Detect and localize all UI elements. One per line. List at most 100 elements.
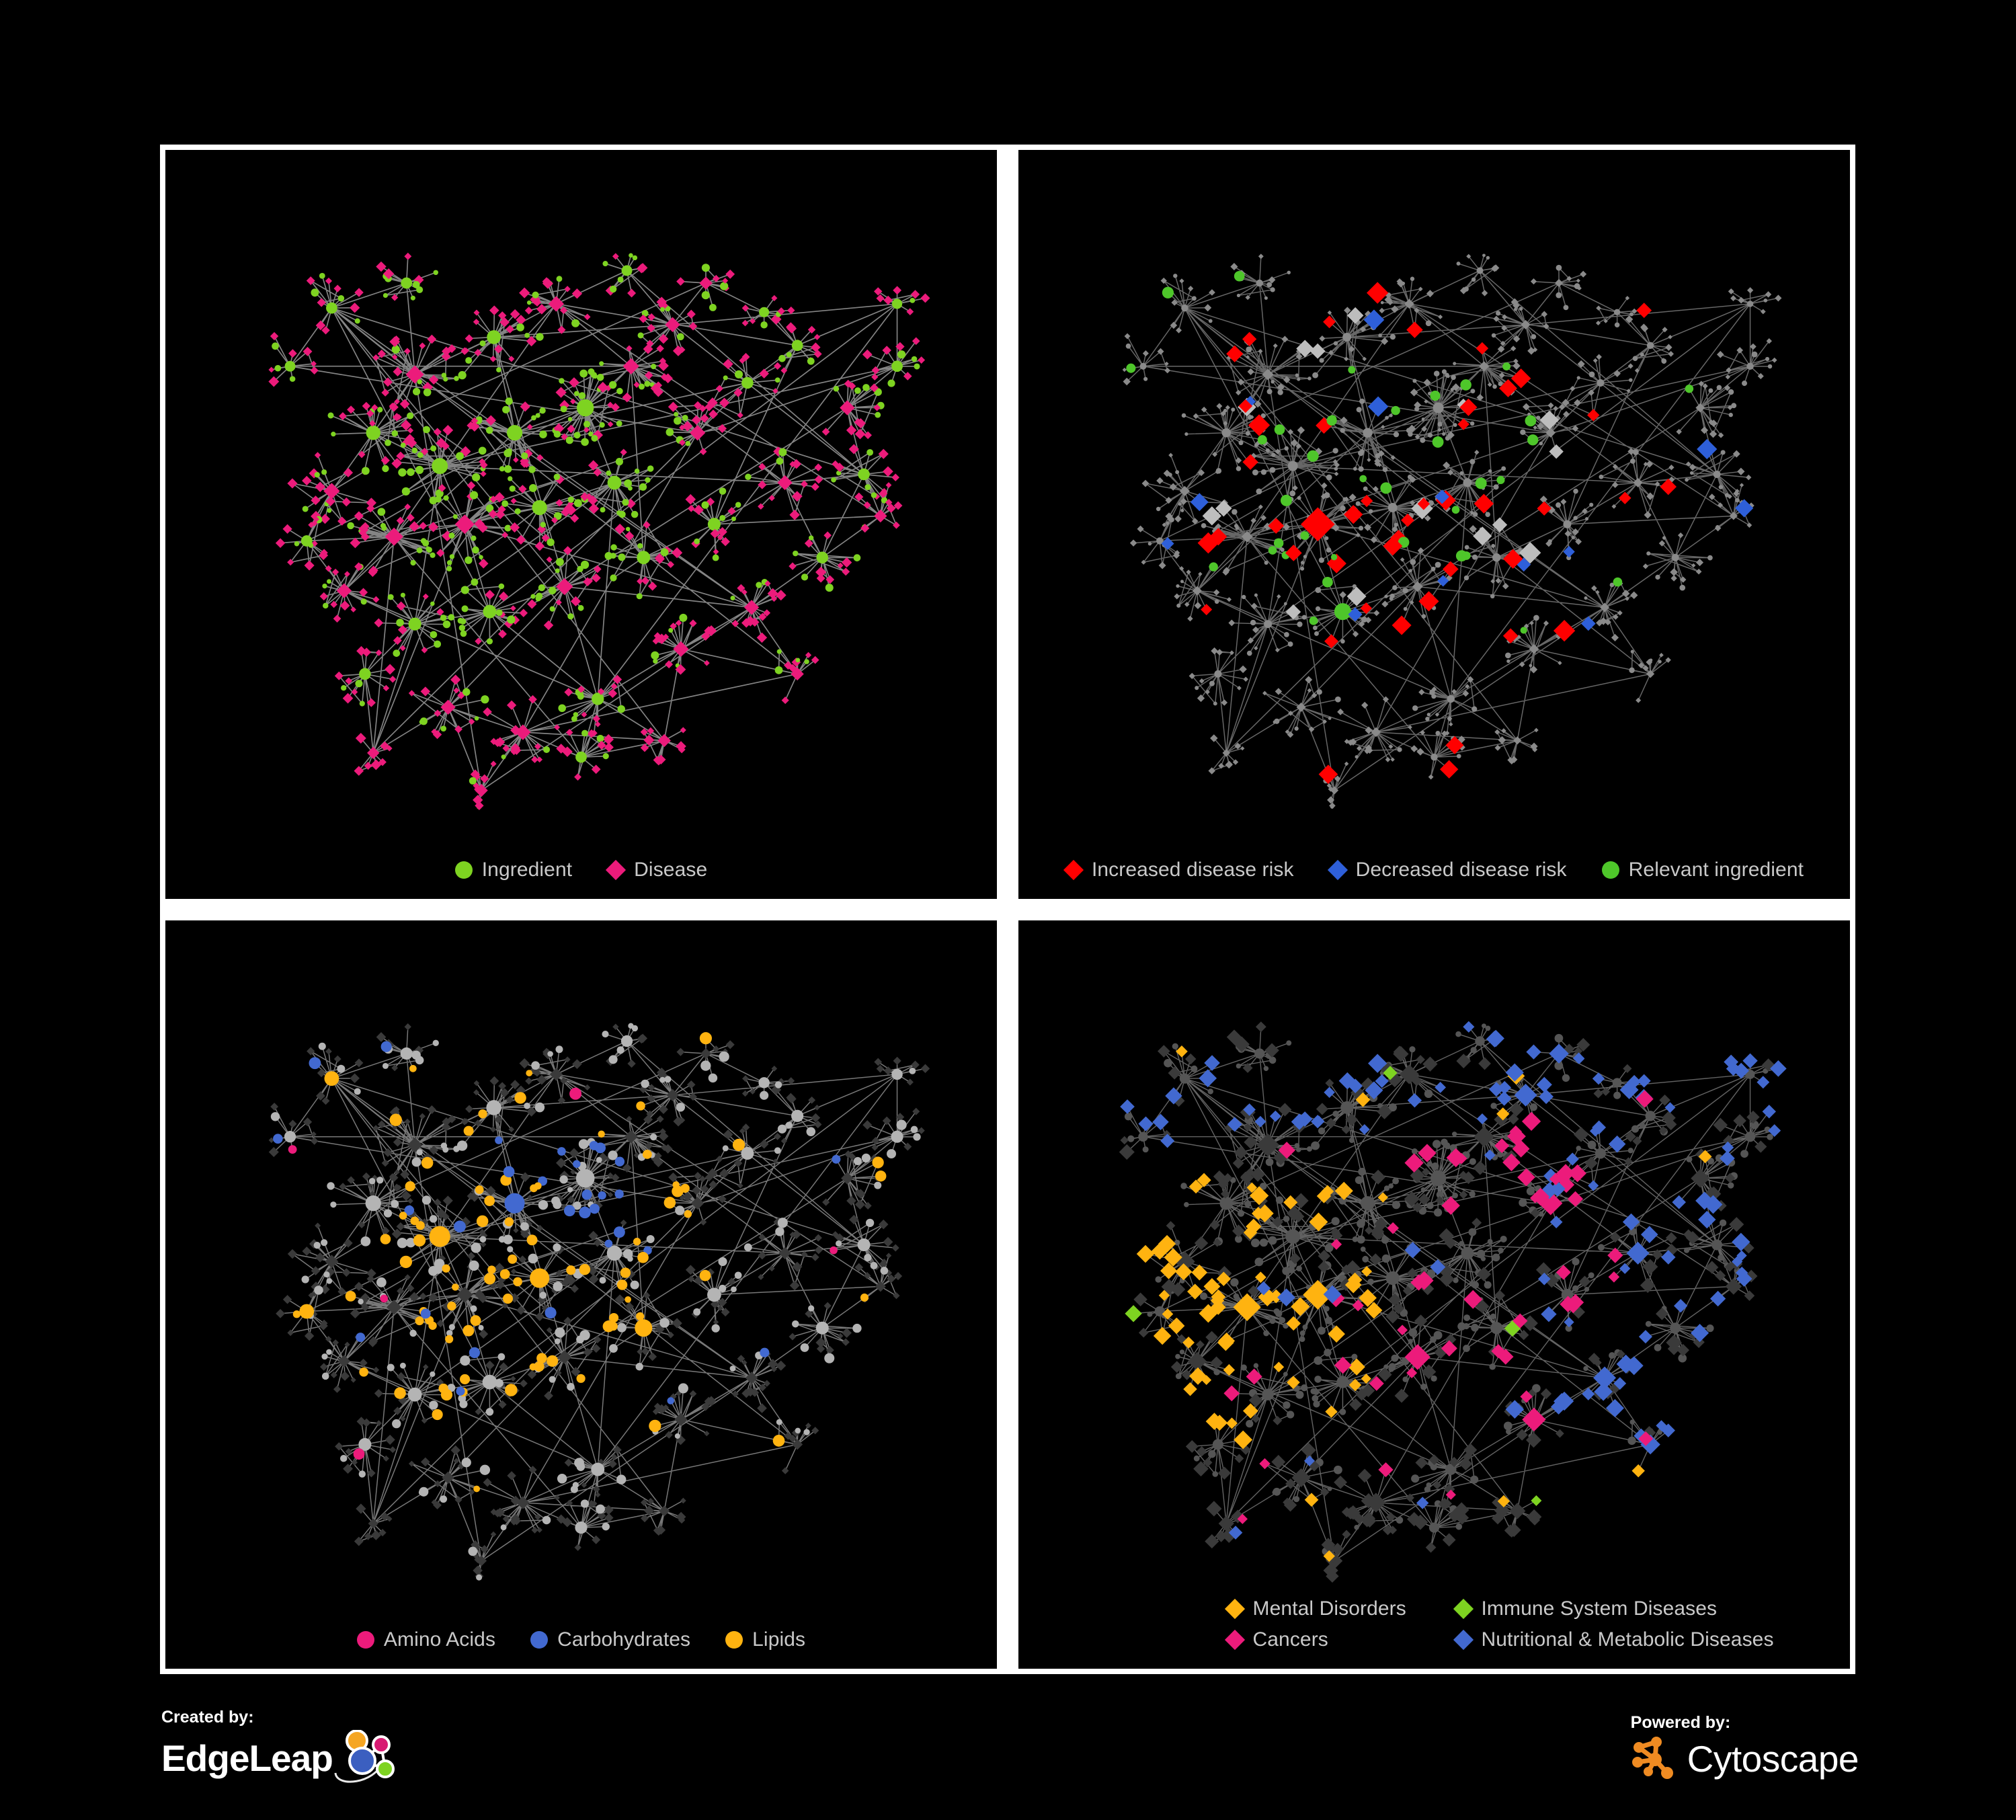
network-node-disease[interactable] (287, 1249, 298, 1259)
network-node-ingredient[interactable] (1147, 1311, 1153, 1317)
network-node-ingredient[interactable] (354, 1087, 361, 1095)
network-node-ingredient[interactable] (592, 374, 598, 379)
network-node-disease[interactable] (1521, 1111, 1541, 1131)
network-node-disease[interactable] (1179, 278, 1184, 284)
network-node-disease[interactable] (648, 1352, 657, 1361)
network-node-disease[interactable] (1412, 1201, 1423, 1212)
network-node-disease[interactable] (874, 509, 887, 523)
network-node-ingredient[interactable] (476, 1215, 489, 1227)
network-node-disease[interactable] (1268, 276, 1276, 284)
network-node-disease[interactable] (325, 1047, 332, 1055)
network-node-ingredient[interactable] (360, 1236, 371, 1247)
network-node-ingredient[interactable] (1312, 625, 1318, 631)
network-node-ingredient[interactable] (825, 584, 834, 592)
network-node-disease[interactable] (1622, 1213, 1640, 1230)
network-node-disease[interactable] (1501, 728, 1506, 734)
network-node-ingredient[interactable] (836, 1240, 842, 1247)
network-node-ingredient[interactable] (1234, 270, 1245, 282)
network-node-disease[interactable] (1183, 1382, 1197, 1396)
network-node-ingredient[interactable] (1284, 446, 1289, 451)
network-node-ingredient[interactable] (397, 1237, 408, 1248)
network-node-ingredient[interactable] (360, 598, 367, 605)
network-node-ingredient[interactable] (1441, 369, 1447, 374)
network-node-disease[interactable] (310, 366, 319, 374)
network-node-ingredient[interactable] (1563, 520, 1572, 528)
network-node-disease[interactable] (1440, 760, 1459, 779)
network-node-disease[interactable] (1447, 715, 1453, 722)
network-node-ingredient[interactable] (1430, 566, 1436, 571)
network-node-disease[interactable] (1431, 686, 1437, 693)
network-node-ingredient[interactable] (1294, 726, 1299, 731)
network-node-ingredient[interactable] (1678, 1353, 1687, 1362)
network-node-ingredient[interactable] (617, 1322, 627, 1333)
network-node-ingredient[interactable] (1269, 1317, 1276, 1324)
network-node-disease[interactable] (1592, 358, 1598, 363)
network-node-ingredient[interactable] (411, 447, 418, 454)
network-node-disease[interactable] (1501, 325, 1508, 331)
network-node-ingredient[interactable] (1468, 1228, 1477, 1236)
network-node-ingredient[interactable] (791, 340, 803, 352)
network-node-ingredient[interactable] (1275, 1310, 1283, 1317)
network-node-disease[interactable] (523, 461, 530, 468)
network-node-disease[interactable] (1486, 1030, 1503, 1047)
network-node-disease[interactable] (737, 1182, 743, 1189)
network-node-disease[interactable] (764, 580, 771, 587)
network-node-ingredient[interactable] (759, 307, 770, 317)
network-node-disease[interactable] (741, 305, 750, 312)
network-node-ingredient[interactable] (1452, 1192, 1459, 1198)
network-node-ingredient[interactable] (1554, 1061, 1564, 1070)
network-node-disease[interactable] (893, 1056, 901, 1065)
network-node-ingredient[interactable] (633, 1237, 641, 1245)
network-node-disease[interactable] (641, 576, 649, 585)
network-node-disease[interactable] (700, 1047, 712, 1059)
network-node-disease[interactable] (1732, 450, 1740, 458)
network-node-ingredient[interactable] (376, 1277, 387, 1288)
network-node-disease[interactable] (717, 535, 723, 541)
network-node-ingredient[interactable] (1330, 554, 1338, 561)
network-node-disease[interactable] (645, 1141, 653, 1150)
network-node-disease[interactable] (1742, 1053, 1758, 1068)
network-node-ingredient[interactable] (1209, 562, 1218, 571)
network-node-ingredient[interactable] (1168, 473, 1172, 477)
network-node-disease[interactable] (891, 1244, 899, 1252)
network-node-disease[interactable] (741, 1090, 749, 1097)
network-node-ingredient[interactable] (1609, 1351, 1615, 1359)
network-node-ingredient[interactable] (1632, 356, 1638, 362)
network-node-ingredient[interactable] (1246, 1419, 1254, 1427)
network-node-ingredient[interactable] (1300, 566, 1305, 571)
network-node-disease[interactable] (319, 592, 328, 601)
network-node-disease[interactable] (676, 1047, 685, 1056)
network-node-ingredient[interactable] (433, 270, 439, 276)
network-node-disease[interactable] (920, 1064, 930, 1073)
network-node-ingredient[interactable] (701, 501, 709, 509)
network-node-ingredient[interactable] (1442, 432, 1446, 436)
network-node-ingredient[interactable] (1219, 1196, 1234, 1210)
network-node-ingredient[interactable] (801, 573, 809, 581)
network-node-ingredient[interactable] (639, 383, 645, 390)
network-node-ingredient[interactable] (602, 1522, 610, 1530)
network-node-disease[interactable] (468, 718, 475, 725)
network-node-disease[interactable] (814, 333, 821, 340)
network-node-ingredient[interactable] (566, 1265, 576, 1275)
network-node-ingredient[interactable] (1195, 686, 1199, 690)
network-node-disease[interactable] (713, 1318, 719, 1325)
network-node-disease[interactable] (376, 1031, 387, 1042)
network-node-disease[interactable] (1209, 528, 1227, 546)
network-node-ingredient[interactable] (1172, 1043, 1178, 1050)
network-node-disease[interactable] (1476, 1113, 1488, 1124)
network-node-disease[interactable] (304, 1331, 315, 1341)
network-node-disease[interactable] (355, 732, 366, 744)
network-node-ingredient[interactable] (616, 387, 623, 395)
network-node-ingredient[interactable] (596, 1156, 602, 1163)
network-node-ingredient[interactable] (1359, 398, 1365, 404)
network-node-disease[interactable] (571, 1366, 581, 1376)
network-node-ingredient[interactable] (1685, 477, 1689, 482)
network-node-disease[interactable] (1258, 504, 1263, 510)
network-node-ingredient[interactable] (1232, 509, 1238, 515)
network-node-ingredient[interactable] (598, 1130, 605, 1138)
network-node-ingredient[interactable] (1266, 282, 1273, 288)
network-node-ingredient[interactable] (569, 1087, 582, 1100)
network-node-ingredient[interactable] (1671, 553, 1679, 561)
network-node-disease[interactable] (1702, 383, 1708, 389)
network-node-disease[interactable] (1361, 1265, 1373, 1277)
